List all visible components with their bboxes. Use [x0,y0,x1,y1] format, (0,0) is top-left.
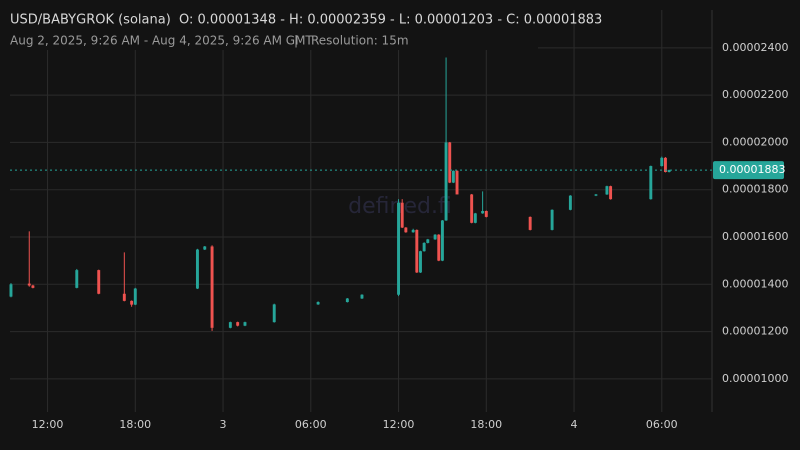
candle-body [667,170,671,172]
candle-body [448,142,452,183]
candle-body [316,302,320,305]
candle-body [400,202,404,228]
candle-body [243,322,247,326]
x-tick-label: 18:00 [119,418,151,431]
candle-body [272,304,276,323]
candle-body [404,227,408,233]
candle-body [444,142,448,221]
candle-body [360,294,364,299]
candle-body [605,186,609,195]
candle-body [433,234,437,240]
candle-body [122,293,126,301]
candle-body [345,298,349,303]
candle-body [422,242,426,252]
candle-body [27,283,31,286]
candle-body [228,322,232,328]
candle-body [133,288,137,305]
symbol: USD/BABYGROK (solana) [10,13,171,28]
candle-body [31,285,35,288]
ohlc-readout: O: 0.00001348 - H: 0.00002359 - L: 0.000… [179,13,602,28]
last-price-label: 0.00001883 [719,163,785,176]
x-tick-label: 06:00 [295,418,327,431]
candle-body [419,251,422,273]
candle-body [568,195,572,210]
candle-body [411,229,415,233]
y-tick-label: 0.00002000 [722,135,788,148]
candle-body [481,211,485,214]
candle-body [75,270,79,288]
y-tick-label: 0.00001800 [722,183,788,196]
candle-body [528,216,532,230]
candle-body [415,229,419,273]
candle-body [550,209,554,230]
candle-body [609,186,613,200]
candle-body [473,213,477,223]
x-tick-label: 12:00 [32,418,64,431]
candle-body [97,270,101,294]
candle-body [455,170,459,195]
y-tick-label: 0.00001200 [722,325,788,338]
candle-body [210,246,214,328]
resolution: Resolution: 15m [311,34,409,48]
candle-body [660,157,664,167]
x-tick-label: 3 [220,418,227,431]
y-tick-label: 0.00002400 [722,41,788,54]
y-tick-label: 0.00002200 [722,88,788,101]
last-price-badge [713,161,784,180]
candle-body [649,166,653,200]
candle-body [440,220,444,261]
candle-body [484,211,488,217]
y-tick-label: 0.00001600 [722,230,788,243]
y-tick-label: 0.00001000 [722,372,788,385]
x-tick-label: 12:00 [383,418,415,431]
x-tick-label: 18:00 [470,418,502,431]
candle-body [236,322,240,326]
candle-body [470,194,474,223]
candle-body [663,157,667,172]
candle-body [451,170,455,183]
x-tick-label: 06:00 [646,418,678,431]
plot [9,10,712,412]
candle-body [9,284,13,297]
x-tick-label: 4 [571,418,578,431]
candle-body [426,239,430,243]
candle-body [195,249,199,289]
candle-body [437,234,441,261]
candle-body [203,246,207,250]
date-range: Aug 2, 2025, 9:26 AM - Aug 4, 2025, 9:26… [10,34,313,48]
candle-body [397,202,400,295]
y-tick-label: 0.00001400 [722,277,788,290]
separator: | [294,34,298,48]
candle-body [594,194,598,196]
header-backdrop [10,10,538,50]
candle-body [130,300,134,305]
